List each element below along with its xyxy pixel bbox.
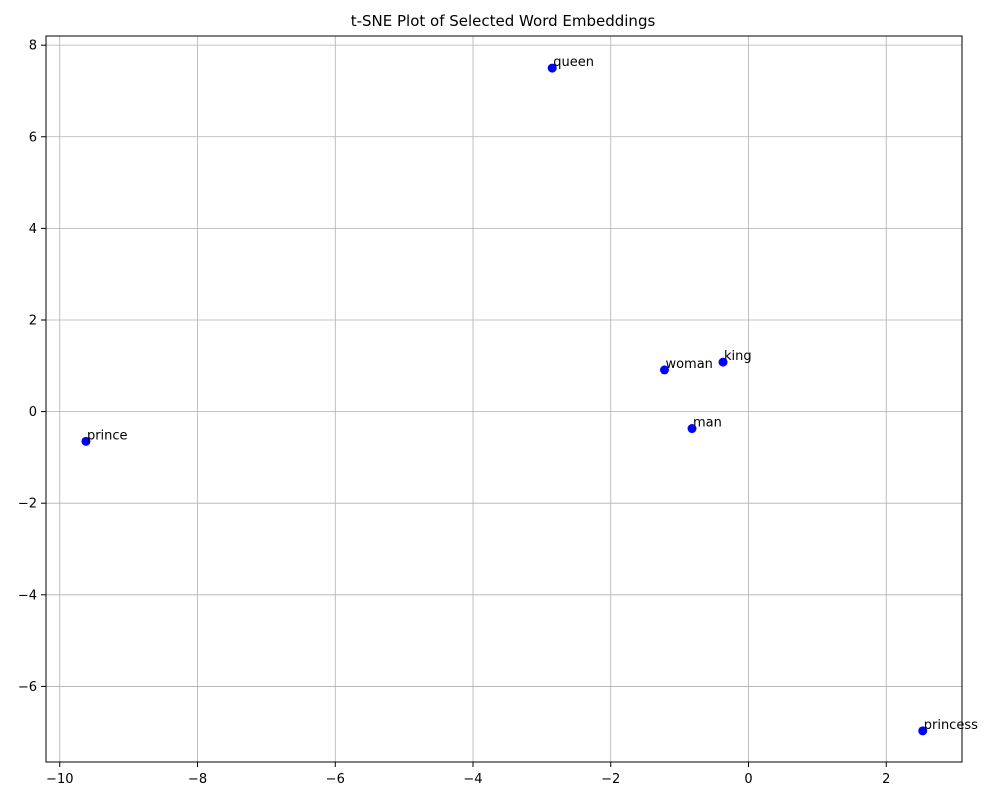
x-tick-label: −4 [463,772,482,787]
grid-lines [46,36,962,762]
point-label-prince: prince [87,428,128,443]
scatter-point-king [718,357,728,367]
data-points [81,63,928,736]
scatter-point-woman [659,365,669,375]
y-tick-label: 4 [29,222,37,237]
scatter-point-man [687,424,697,434]
point-label-princess: princess [924,718,978,733]
y-tick-label: 2 [29,313,37,328]
point-label-king: king [724,349,752,364]
x-axis-ticks: −10 −8 −6 −4 −2 0 2 [46,762,890,787]
y-axis-ticks: −6 −4 −2 0 2 4 6 8 [18,39,46,695]
y-tick-label: −2 [18,497,37,512]
scatter-point-queen [547,63,557,73]
plot-frame [45,35,963,763]
y-tick-label: 6 [29,130,37,145]
point-label-man: man [693,416,722,431]
y-tick-label: −4 [18,588,37,603]
chart-title: t-SNE Plot of Selected Word Embeddings [351,12,656,30]
x-tick-label: 2 [882,772,890,787]
point-label-woman: woman [665,357,712,372]
scatter-point-princess [918,726,928,736]
x-tick-label: −2 [601,772,620,787]
y-tick-label: 0 [29,405,37,420]
y-tick-label: 8 [29,39,37,54]
point-label-queen: queen [553,55,594,70]
y-tick-label: −6 [18,680,37,695]
x-tick-label: −6 [326,772,345,787]
scatter-point-prince [81,436,91,446]
x-tick-label: −10 [46,772,73,787]
x-tick-label: 0 [744,772,752,787]
x-tick-label: −8 [188,772,207,787]
point-labels: king queen man woman prince princess [87,55,978,733]
